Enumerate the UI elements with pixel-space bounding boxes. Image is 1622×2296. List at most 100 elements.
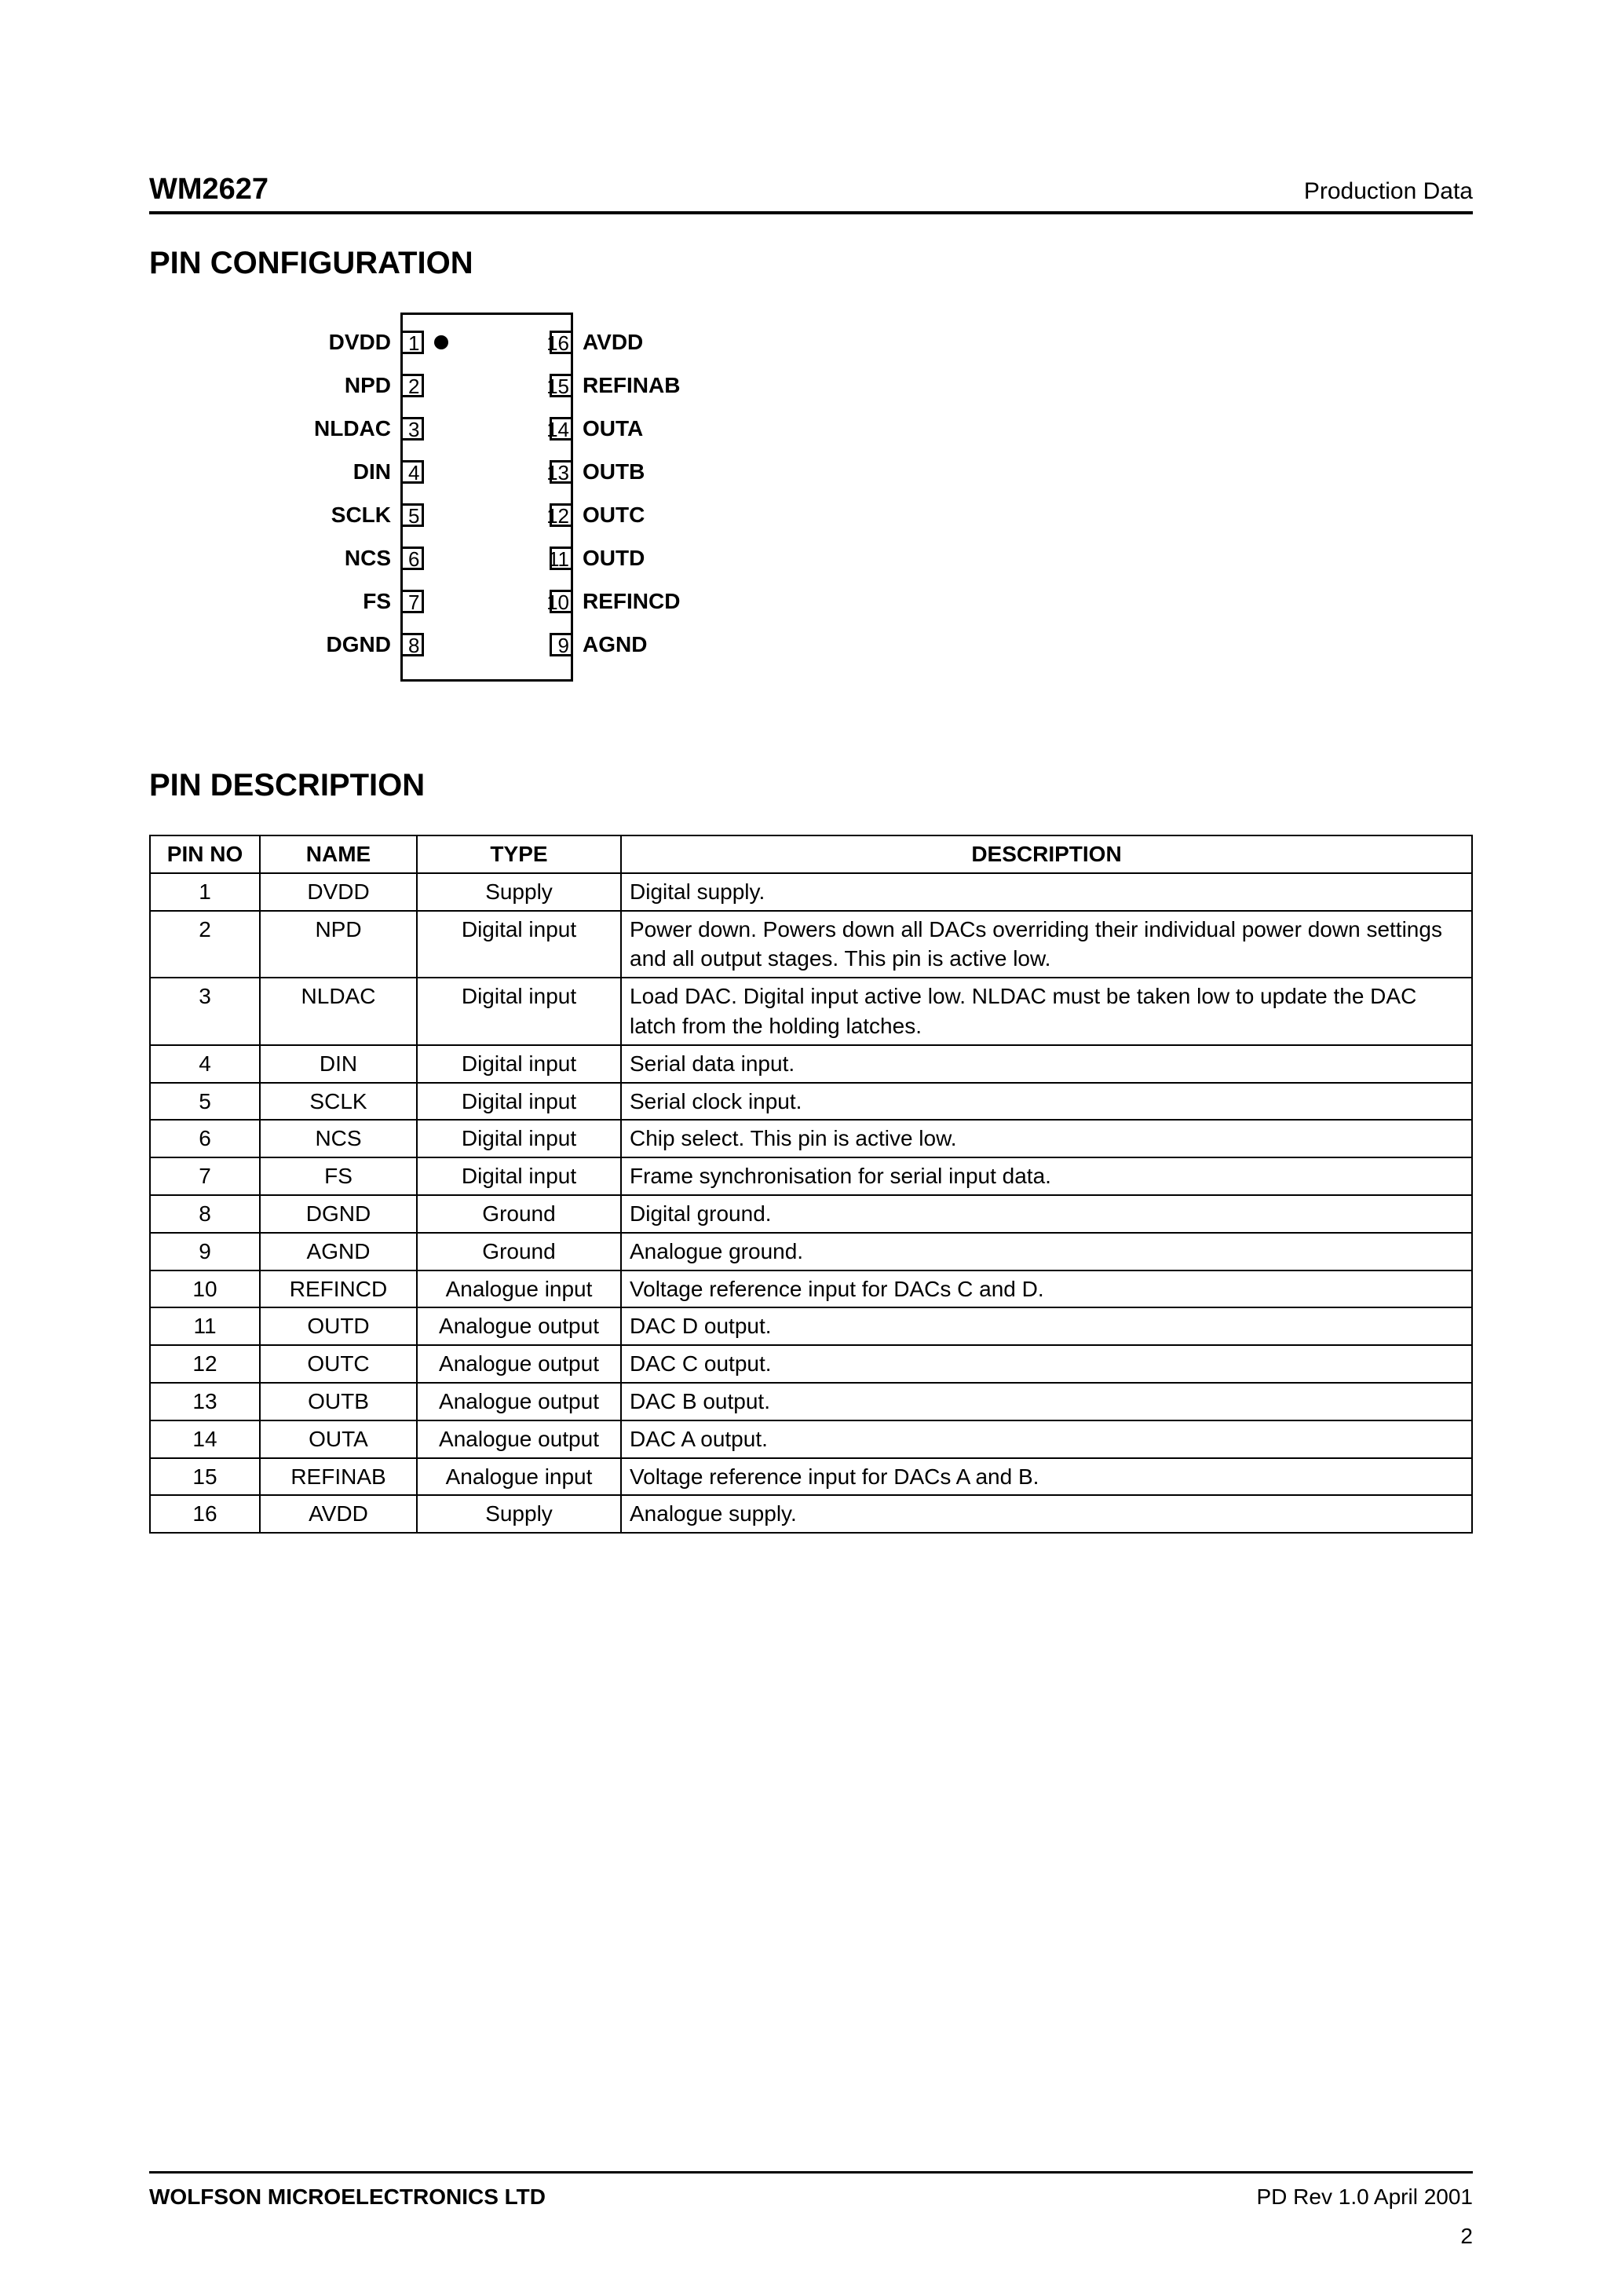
pin-number: 15 [538, 375, 569, 399]
pin-label: NLDAC [314, 416, 391, 441]
pin-number: 2 [408, 375, 432, 399]
pin-label: OUTA [583, 416, 643, 441]
cell-type: Digital input [417, 1120, 621, 1157]
cell-type: Digital input [417, 1157, 621, 1195]
cell-desc: Analogue ground. [621, 1233, 1472, 1270]
pin-label: FS [363, 589, 391, 614]
cell-name: DGND [260, 1195, 417, 1233]
footer-rev: PD Rev 1.0 April 2001 [1257, 2184, 1474, 2210]
pin-number: 12 [538, 504, 569, 528]
pin-left-7: FS [220, 586, 424, 617]
cell-type: Digital input [417, 911, 621, 978]
cell-pinno: 13 [150, 1383, 260, 1420]
cell-pinno: 10 [150, 1270, 260, 1308]
cell-pinno: 16 [150, 1495, 260, 1533]
pin-left-3: NLDAC [220, 413, 424, 444]
pin-left-8: DGND [220, 629, 424, 660]
pin-label: REFINAB [583, 373, 680, 398]
table-row: 3NLDACDigital inputLoad DAC. Digital inp… [150, 978, 1472, 1045]
cell-desc: Chip select. This pin is active low. [621, 1120, 1472, 1157]
pin-number: 3 [408, 418, 432, 442]
pin-right-11: OUTD [550, 543, 769, 574]
pin-right-14: OUTA [550, 413, 769, 444]
section-title-pin-config: PIN CONFIGURATION [149, 246, 1473, 281]
cell-type: Digital input [417, 1045, 621, 1083]
table-row: 13OUTBAnalogue outputDAC B output. [150, 1383, 1472, 1420]
th-pinno: PIN NO [150, 835, 260, 873]
cell-type: Analogue output [417, 1345, 621, 1383]
cell-name: OUTD [260, 1307, 417, 1345]
pin-right-12: OUTC [550, 499, 769, 531]
table-row: 10REFINCDAnalogue inputVoltage reference… [150, 1270, 1472, 1308]
th-name: NAME [260, 835, 417, 873]
pin-number: 16 [538, 331, 569, 356]
cell-name: DVDD [260, 873, 417, 911]
table-row: 6NCSDigital inputChip select. This pin i… [150, 1120, 1472, 1157]
pin-number: 11 [538, 547, 569, 572]
pin-label: AVDD [583, 330, 643, 355]
table-row: 16AVDDSupplyAnalogue supply. [150, 1495, 1472, 1533]
table-header-row: PIN NO NAME TYPE DESCRIPTION [150, 835, 1472, 873]
pin-number: 5 [408, 504, 432, 528]
cell-desc: Voltage reference input for DACs C and D… [621, 1270, 1472, 1308]
cell-desc: Analogue supply. [621, 1495, 1472, 1533]
table-row: 11OUTDAnalogue outputDAC D output. [150, 1307, 1472, 1345]
cell-desc: Digital ground. [621, 1195, 1472, 1233]
cell-pinno: 14 [150, 1420, 260, 1458]
cell-name: OUTB [260, 1383, 417, 1420]
cell-name: AGND [260, 1233, 417, 1270]
doc-title: WM2627 [149, 173, 269, 207]
table-row: 15REFINABAnalogue inputVoltage reference… [150, 1458, 1472, 1496]
table-row: 9AGNDGroundAnalogue ground. [150, 1233, 1472, 1270]
pin-label: AGND [583, 632, 647, 657]
pin-number: 10 [538, 590, 569, 615]
pin-label: REFINCD [583, 589, 680, 614]
pin-right-10: REFINCD [550, 586, 769, 617]
cell-desc: DAC B output. [621, 1383, 1472, 1420]
cell-desc: Frame synchronisation for serial input d… [621, 1157, 1472, 1195]
pin-right-16: AVDD [550, 327, 769, 358]
table-row: 1DVDDSupplyDigital supply. [150, 873, 1472, 911]
table-row: 4DINDigital inputSerial data input. [150, 1045, 1472, 1083]
pin-label: DGND [327, 632, 391, 657]
cell-name: DIN [260, 1045, 417, 1083]
pin-right-13: OUTB [550, 456, 769, 488]
cell-pinno: 3 [150, 978, 260, 1045]
pin-left-1: DVDD [220, 327, 424, 358]
cell-desc: DAC C output. [621, 1345, 1472, 1383]
cell-name: NLDAC [260, 978, 417, 1045]
cell-desc: DAC A output. [621, 1420, 1472, 1458]
cell-desc: Serial data input. [621, 1045, 1472, 1083]
cell-pinno: 12 [150, 1345, 260, 1383]
page: WM2627 Production Data PIN CONFIGURATION… [0, 0, 1622, 2296]
pin-label: OUTC [583, 503, 645, 528]
cell-type: Digital input [417, 1083, 621, 1121]
cell-pinno: 8 [150, 1195, 260, 1233]
pin-description-table: PIN NO NAME TYPE DESCRIPTION 1DVDDSupply… [149, 835, 1473, 1534]
pin-number: 4 [408, 461, 432, 485]
cell-type: Supply [417, 873, 621, 911]
cell-type: Analogue output [417, 1420, 621, 1458]
cell-pinno: 9 [150, 1233, 260, 1270]
pin-number: 7 [408, 590, 432, 615]
cell-desc: Voltage reference input for DACs A and B… [621, 1458, 1472, 1496]
pin-diagram: DVDD1NPD2NLDAC3DIN4SCLK5NCS6FS7DGND8AVDD… [220, 313, 769, 705]
section-title-pin-desc: PIN DESCRIPTION [149, 768, 1473, 803]
pin-right-9: AGND [550, 629, 769, 660]
table-row: 14OUTAAnalogue outputDAC A output. [150, 1420, 1472, 1458]
cell-pinno: 11 [150, 1307, 260, 1345]
pin-right-15: REFINAB [550, 370, 769, 401]
cell-desc: Power down. Powers down all DACs overrid… [621, 911, 1472, 978]
cell-name: NCS [260, 1120, 417, 1157]
th-desc: DESCRIPTION [621, 835, 1472, 873]
cell-name: AVDD [260, 1495, 417, 1533]
table-row: 8DGNDGroundDigital ground. [150, 1195, 1472, 1233]
cell-desc: Load DAC. Digital input active low. NLDA… [621, 978, 1472, 1045]
footer-rule [149, 2171, 1473, 2174]
cell-name: FS [260, 1157, 417, 1195]
cell-type: Analogue input [417, 1270, 621, 1308]
pin-left-6: NCS [220, 543, 424, 574]
pin-label: NCS [345, 546, 391, 571]
cell-type: Supply [417, 1495, 621, 1533]
pin-label: OUTB [583, 459, 645, 484]
